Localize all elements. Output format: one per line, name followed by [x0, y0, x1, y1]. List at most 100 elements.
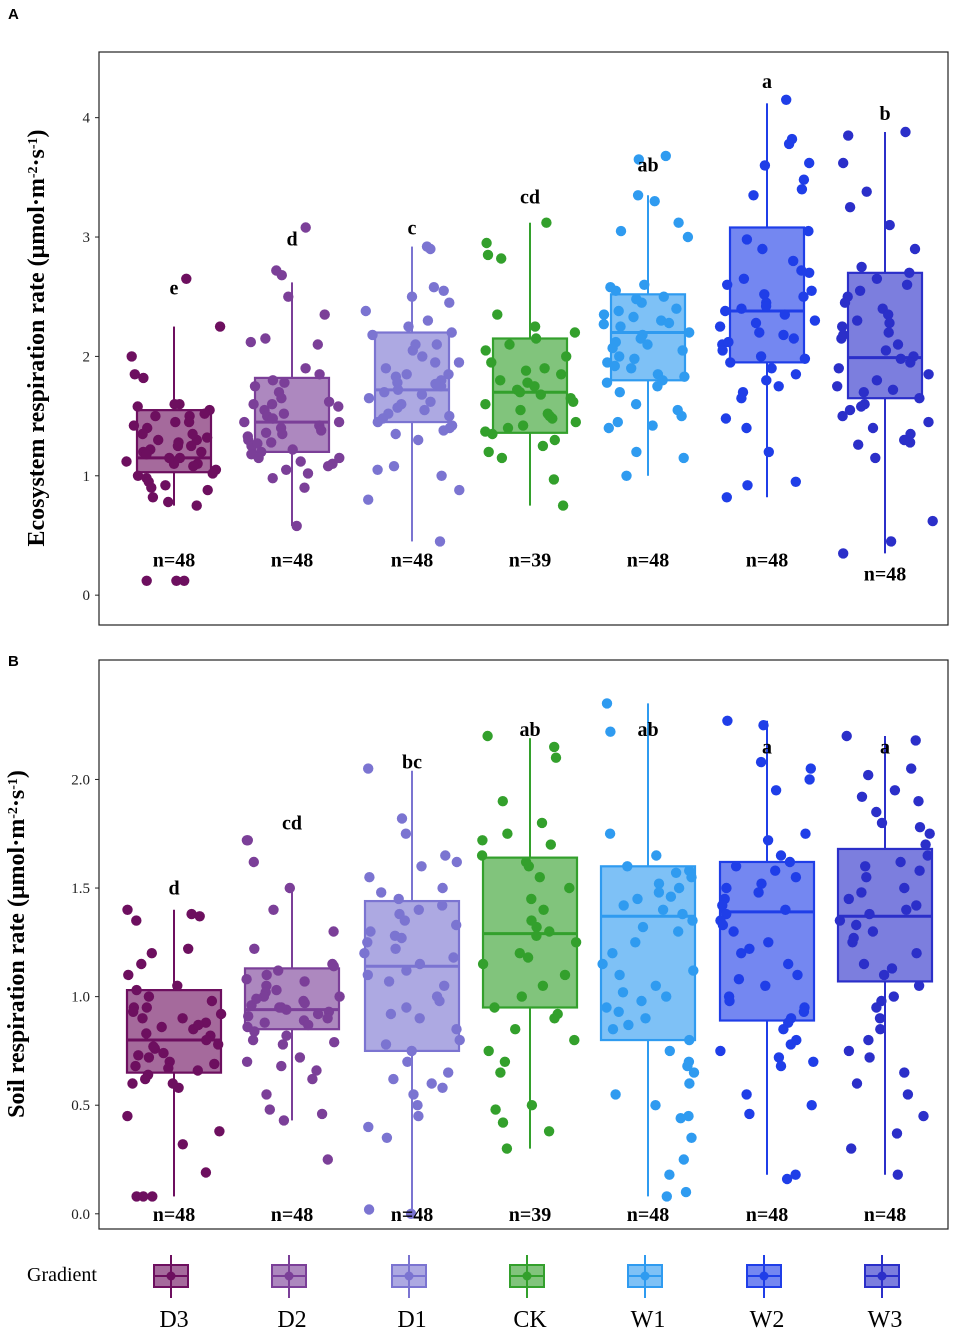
data-point: [799, 353, 811, 364]
legend-label: W1: [631, 1307, 666, 1333]
data-point: [248, 399, 259, 410]
data-point: [901, 279, 913, 290]
y-tick-label: 1.0: [71, 990, 90, 1006]
data-point: [406, 291, 418, 302]
box-group-d2: d n=48: [239, 222, 345, 571]
data-point: [781, 94, 792, 106]
data-point: [761, 375, 772, 386]
data-point: [300, 363, 311, 374]
data-point: [425, 396, 436, 407]
data-point: [188, 461, 199, 472]
data-point: [362, 969, 373, 981]
data-point: [920, 839, 931, 850]
data-point: [923, 369, 934, 380]
data-point: [249, 1026, 260, 1037]
data-point: [838, 548, 849, 559]
data-point: [436, 470, 447, 481]
data-point: [640, 1013, 651, 1024]
data-point: [871, 375, 883, 386]
data-point: [261, 1089, 272, 1100]
data-point: [837, 410, 848, 422]
data-point: [385, 1008, 397, 1020]
data-point: [796, 265, 807, 276]
data-point: [426, 1078, 437, 1089]
legend-dot: [404, 1271, 414, 1281]
data-point: [171, 575, 182, 586]
data-point: [520, 365, 532, 376]
data-point: [632, 893, 643, 905]
data-point: [864, 1052, 875, 1063]
sample-size-label: n=48: [864, 564, 907, 586]
data-point: [281, 464, 292, 475]
data-point: [401, 965, 412, 976]
box-group-d2: cd n=48: [241, 812, 345, 1226]
data-point: [569, 327, 581, 338]
data-point: [477, 835, 488, 846]
data-point: [913, 796, 924, 807]
data-point: [876, 817, 888, 829]
data-point: [430, 357, 441, 368]
data-point: [651, 850, 662, 861]
data-point: [299, 976, 310, 987]
data-point: [300, 222, 311, 233]
data-point: [410, 339, 421, 350]
y-tick-label: 0: [83, 588, 91, 604]
data-point: [613, 305, 624, 317]
data-point: [607, 342, 618, 354]
data-point: [549, 434, 560, 446]
data-point: [549, 741, 560, 753]
data-point: [413, 904, 424, 915]
data-point: [722, 279, 733, 290]
data-point: [241, 974, 252, 985]
data-point: [660, 150, 671, 162]
data-point: [800, 828, 811, 839]
data-point: [141, 449, 152, 460]
data-point: [861, 872, 872, 883]
data-point: [867, 422, 879, 434]
box-group-d1: bc n=48: [359, 752, 465, 1226]
data-point: [128, 420, 140, 431]
data-point: [319, 309, 330, 320]
significance-letter: d: [286, 228, 297, 250]
data-point: [156, 1021, 167, 1033]
data-point: [515, 404, 526, 416]
data-point: [438, 425, 449, 436]
data-point: [678, 1154, 689, 1165]
data-point: [790, 369, 802, 380]
data-point: [601, 698, 613, 709]
data-point: [630, 937, 641, 948]
data-point: [895, 353, 906, 364]
data-point: [911, 948, 922, 959]
data-point: [362, 937, 373, 948]
box-group-w3: b n=48: [832, 103, 938, 586]
y-tick-label: 2.0: [71, 772, 90, 788]
legend-dot: [640, 1271, 650, 1281]
data-point: [434, 995, 445, 1007]
data-point: [792, 969, 803, 981]
data-point: [201, 1034, 212, 1046]
data-point: [377, 413, 389, 424]
significance-letter: ab: [519, 719, 540, 741]
data-point: [137, 428, 148, 440]
data-point: [504, 339, 515, 350]
data-point: [838, 157, 849, 169]
data-point: [307, 1073, 318, 1085]
data-point: [661, 991, 672, 1002]
data-point: [143, 1052, 155, 1063]
data-point: [266, 399, 278, 410]
data-point: [414, 958, 426, 970]
data-point: [779, 309, 790, 320]
data-point: [923, 416, 934, 428]
legend: Gradient D3 D2 D1 CK W1 W2 W3: [27, 1255, 902, 1333]
data-point: [242, 431, 253, 442]
data-point: [150, 410, 161, 422]
data-point: [875, 1023, 886, 1035]
data-point: [632, 190, 644, 201]
data-point: [843, 1045, 855, 1057]
data-point: [614, 387, 625, 398]
data-point: [742, 480, 753, 491]
data-point: [380, 363, 392, 374]
data-point: [181, 273, 192, 284]
data-point: [615, 321, 626, 332]
data-point: [854, 285, 866, 296]
